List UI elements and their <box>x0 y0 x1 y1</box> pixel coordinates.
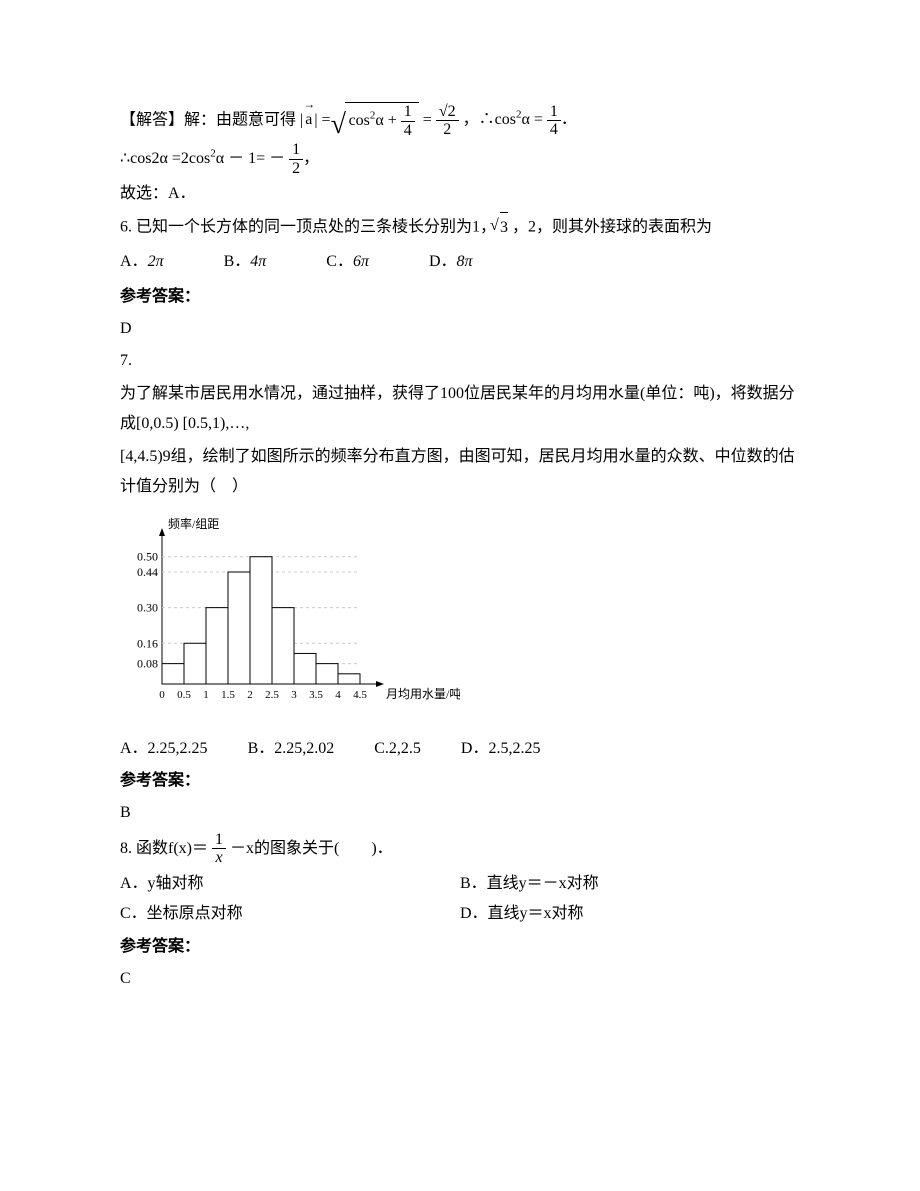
svg-text:0.16: 0.16 <box>137 637 158 651</box>
q8-opt-d: D．直线y＝x对称 <box>460 899 800 929</box>
q5-conclusion: 故选：A． <box>120 179 800 209</box>
q8-options: A．y轴对称 B．直线y＝－x对称 C．坐标原点对称 D．直线y＝x对称 <box>120 869 800 930</box>
q6-opt-a: A．2π <box>120 247 164 277</box>
svg-text:4.5: 4.5 <box>353 689 367 701</box>
svg-text:3.5: 3.5 <box>309 689 323 701</box>
q7-answer-label: 参考答案： <box>120 766 800 796</box>
q5-after: ，∴cos2α = 14． <box>463 111 577 128</box>
q7-num: 7. <box>120 346 800 376</box>
q8-opt-b: B．直线y＝－x对称 <box>460 869 800 899</box>
q6-stem: 6. 已知一个长方体的同一顶点处的三条棱长分别为1， √√33 ，2，则其外接球… <box>120 212 800 243</box>
svg-text:月均用水量/吨: 月均用水量/吨 <box>386 687 460 701</box>
svg-text:1.5: 1.5 <box>221 689 235 701</box>
q6-answer-label: 参考答案： <box>120 282 800 312</box>
q5-solution-line1: 【解答】解：由题意可得 |a| = cos2α + 14 = √22 ，∴cos… <box>120 102 800 139</box>
q8-opt-c: C．坐标原点对称 <box>120 899 460 929</box>
q6-opt-d: D．8π <box>429 247 473 277</box>
sqrt-expr: cos2α + 14 <box>335 102 419 139</box>
q7-histogram: 频率/组距 0.500.44 0.30 0.16 0.08 0 0.5 1 1.5 2 2.5 3 3.… <box>120 514 800 725</box>
svg-text:0.5: 0.5 <box>177 689 191 701</box>
svg-text:0.30: 0.30 <box>137 601 158 615</box>
q7-opt-c: C.2,2.5 <box>374 734 421 764</box>
q7-stem2: [4,4.5)9组，绘制了如图所示的频率分布直方图，由图可知，居民月均用水量的众… <box>120 442 800 503</box>
svg-text:3: 3 <box>291 689 297 701</box>
q6-opt-c: C．6π <box>326 247 369 277</box>
q8-stem: 8. 函数f(x)＝ 1x －x的图象关于( )． <box>120 831 800 867</box>
svg-text:2.5: 2.5 <box>265 689 279 701</box>
q5-formula: |a| = cos2α + 14 = √22 <box>300 102 459 139</box>
svg-text:0: 0 <box>159 689 165 701</box>
svg-text:0.44: 0.44 <box>137 565 158 579</box>
q6-answer: D <box>120 314 800 344</box>
q7-opt-d: D．2.5,2.25 <box>461 734 541 764</box>
q7-opt-b: B．2.25,2.02 <box>248 734 335 764</box>
svg-text:2: 2 <box>247 689 253 701</box>
q5-solution-line2: ∴cos2α =2cos2α － 1= － 12， <box>120 141 800 177</box>
q6-options: A．2π B．4π C．6π D．8π <box>120 247 800 277</box>
q7-options: A．2.25,2.25 B．2.25,2.02 C.2,2.5 D．2.5,2.… <box>120 734 800 764</box>
svg-text:0.50: 0.50 <box>137 550 158 564</box>
q7-opt-a: A．2.25,2.25 <box>120 734 208 764</box>
sqrt3-val: 3 <box>500 219 508 236</box>
q8-answer: C <box>120 964 800 994</box>
svg-text:频率/组距: 频率/组距 <box>168 516 219 531</box>
svg-text:1: 1 <box>203 689 209 701</box>
svg-text:4: 4 <box>335 689 341 701</box>
q7-answer: B <box>120 798 800 828</box>
vector-a: a <box>303 105 314 135</box>
q5-prefix: 【解答】解：由题意可得 <box>120 111 296 128</box>
q8-opt-a: A．y轴对称 <box>120 869 460 899</box>
q8-answer-label: 参考答案： <box>120 932 800 962</box>
svg-text:0.08: 0.08 <box>137 657 158 671</box>
q6-opt-b: B．4π <box>224 247 267 277</box>
q7-stem1: 为了解某市居民用水情况，通过抽样，获得了100位居民某年的月均用水量(单位：吨)… <box>120 379 800 440</box>
histogram-svg: 频率/组距 0.500.44 0.30 0.16 0.08 0 0.5 1 1.5 2 2.5 3 3.… <box>120 514 460 714</box>
